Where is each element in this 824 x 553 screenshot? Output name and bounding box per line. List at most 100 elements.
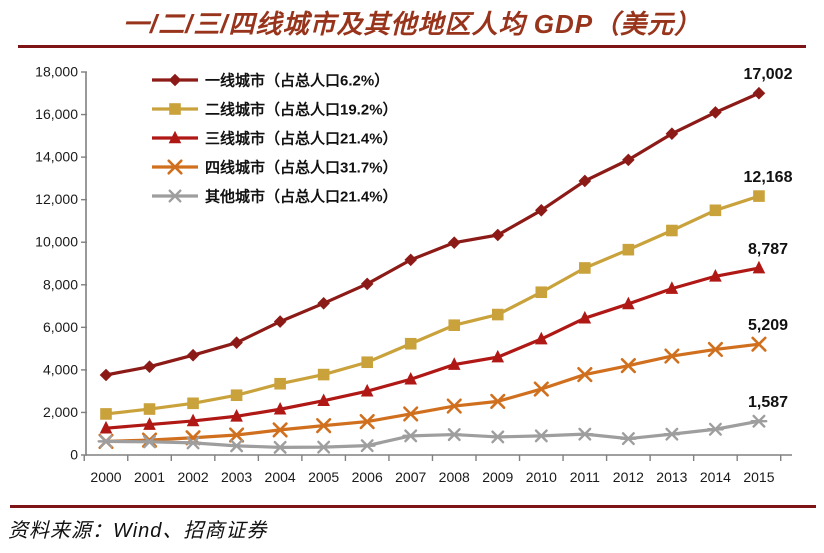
- x-tick-label: 2007: [395, 469, 426, 485]
- x-marker: [620, 358, 636, 374]
- legend-item-4: 其他城市（占总人口21.4%）: [152, 188, 398, 206]
- diamond-marker: [709, 106, 722, 119]
- series-line: [105, 194, 760, 416]
- x-marker: [403, 406, 419, 422]
- axes: 0 2,000 4,000 6,000 8,000 10,000 12,000 14,000 1…: [35, 64, 792, 485]
- y-tick-label: 12,000: [35, 191, 78, 207]
- asterisk-marker: [445, 428, 463, 442]
- asterisk-marker: [489, 430, 507, 444]
- y-tick-label: 6,000: [43, 319, 78, 335]
- x-marker: [664, 348, 680, 364]
- triangle-marker: [360, 383, 374, 397]
- diamond-marker: [317, 296, 330, 310]
- triangle-marker: [622, 296, 635, 310]
- square-marker: [187, 397, 199, 410]
- end-value-label: 17,002: [744, 66, 793, 83]
- square-marker: [169, 103, 181, 115]
- triangle-marker: [665, 281, 679, 294]
- legend-label: 三线城市（占总人口21.4%）: [205, 130, 398, 148]
- asterisk-marker: [271, 440, 289, 454]
- asterisk-marker: [619, 432, 637, 446]
- legend-label: 四线城市（占总人口31.7%）: [205, 159, 398, 177]
- series-0: 17,002: [99, 66, 793, 382]
- x-tick-label: 2000: [90, 469, 121, 485]
- series-line: [105, 342, 760, 443]
- square-marker: [274, 377, 286, 390]
- asterisk-marker: [706, 422, 724, 436]
- x-marker: [316, 418, 332, 434]
- asterisk-marker: [166, 189, 184, 203]
- asterisk-marker: [402, 429, 420, 443]
- x-marker: [272, 422, 288, 438]
- triangle-marker: [578, 310, 592, 324]
- diamond-marker: [622, 153, 635, 167]
- diamond-marker: [665, 127, 679, 141]
- legend-item-3: 四线城市（占总人口31.7%）: [152, 159, 398, 177]
- series-1: 12,168: [100, 169, 793, 420]
- y-tick-label: 10,000: [35, 234, 78, 250]
- square-marker: [666, 224, 678, 237]
- series-2: 8,787: [99, 241, 788, 434]
- triangle-marker: [317, 393, 330, 407]
- legend-item-2: 三线城市（占总人口21.4%）: [152, 130, 398, 148]
- triangle-marker: [535, 331, 548, 345]
- square-marker: [143, 403, 156, 415]
- diamond-marker: [578, 174, 592, 188]
- end-value-label: 1,587: [748, 394, 788, 411]
- diamond-marker: [168, 73, 182, 87]
- y-tick-label: 16,000: [35, 106, 78, 122]
- asterisk-marker: [750, 414, 768, 428]
- asterisk-marker: [228, 439, 246, 453]
- page-title: 一/二/三/四线城市及其他地区人均 GDP（美元）: [122, 9, 702, 39]
- y-tick-label: 0: [70, 447, 78, 463]
- x-marker: [490, 393, 506, 409]
- square-marker: [404, 337, 417, 350]
- diamond-marker: [186, 348, 200, 362]
- diamond-marker: [143, 360, 156, 373]
- series-line: [105, 266, 760, 430]
- x-marker: [228, 427, 245, 443]
- diamond-marker: [99, 368, 113, 382]
- asterisk-marker: [97, 434, 115, 448]
- diamond-marker: [491, 228, 505, 242]
- series-line: [105, 419, 760, 449]
- square-marker: [361, 356, 373, 369]
- y-tick-label: 2,000: [43, 404, 78, 420]
- gdp-line-chart: 0 2,000 4,000 6,000 8,000 10,000 12,000 14,000 1…: [35, 64, 793, 486]
- square-marker: [491, 308, 504, 321]
- square-marker: [230, 389, 243, 402]
- diamond-marker: [752, 86, 766, 100]
- asterisk-marker: [184, 436, 202, 450]
- x-marker: [577, 366, 593, 383]
- triangle-marker: [143, 417, 156, 430]
- x-tick-label: 2003: [221, 469, 252, 485]
- y-tick-label: 4,000: [43, 361, 78, 377]
- y-tick-label: 14,000: [35, 149, 78, 165]
- x-marker: [359, 413, 375, 430]
- triangle-marker: [447, 357, 461, 370]
- asterisk-marker: [141, 435, 159, 449]
- y-tick-label: 18,000: [35, 64, 78, 80]
- legend: 一线城市（占总人口6.2%） 二线城市（占总人口19.2%） 三线城市（占总人口21…: [152, 72, 398, 206]
- x-tick-label: 2001: [134, 469, 165, 485]
- legend-item-0: 一线城市（占总人口6.2%）: [152, 72, 389, 90]
- footer-rule: [10, 505, 816, 508]
- x-marker: [167, 159, 183, 175]
- asterisk-marker: [532, 429, 550, 443]
- x-tick-label: 2014: [700, 469, 731, 485]
- x-tick-label: 2009: [482, 469, 513, 485]
- title-underline: [18, 45, 806, 48]
- square-marker: [579, 262, 591, 274]
- x-tick-label: 2008: [439, 469, 470, 485]
- square-marker: [317, 368, 330, 381]
- x-marker: [141, 432, 158, 448]
- end-value-label: 5,209: [748, 317, 788, 334]
- legend-label: 二线城市（占总人口19.2%）: [205, 101, 398, 119]
- x-tick-label: 2005: [308, 469, 339, 485]
- series-4: 1,587: [97, 394, 788, 454]
- triangle-marker: [752, 260, 766, 274]
- x-tick-label: 2004: [265, 469, 296, 485]
- x-tick-label: 2015: [743, 469, 774, 485]
- x-tick-label: 2012: [613, 469, 644, 485]
- x-tick-label: 2002: [177, 469, 208, 485]
